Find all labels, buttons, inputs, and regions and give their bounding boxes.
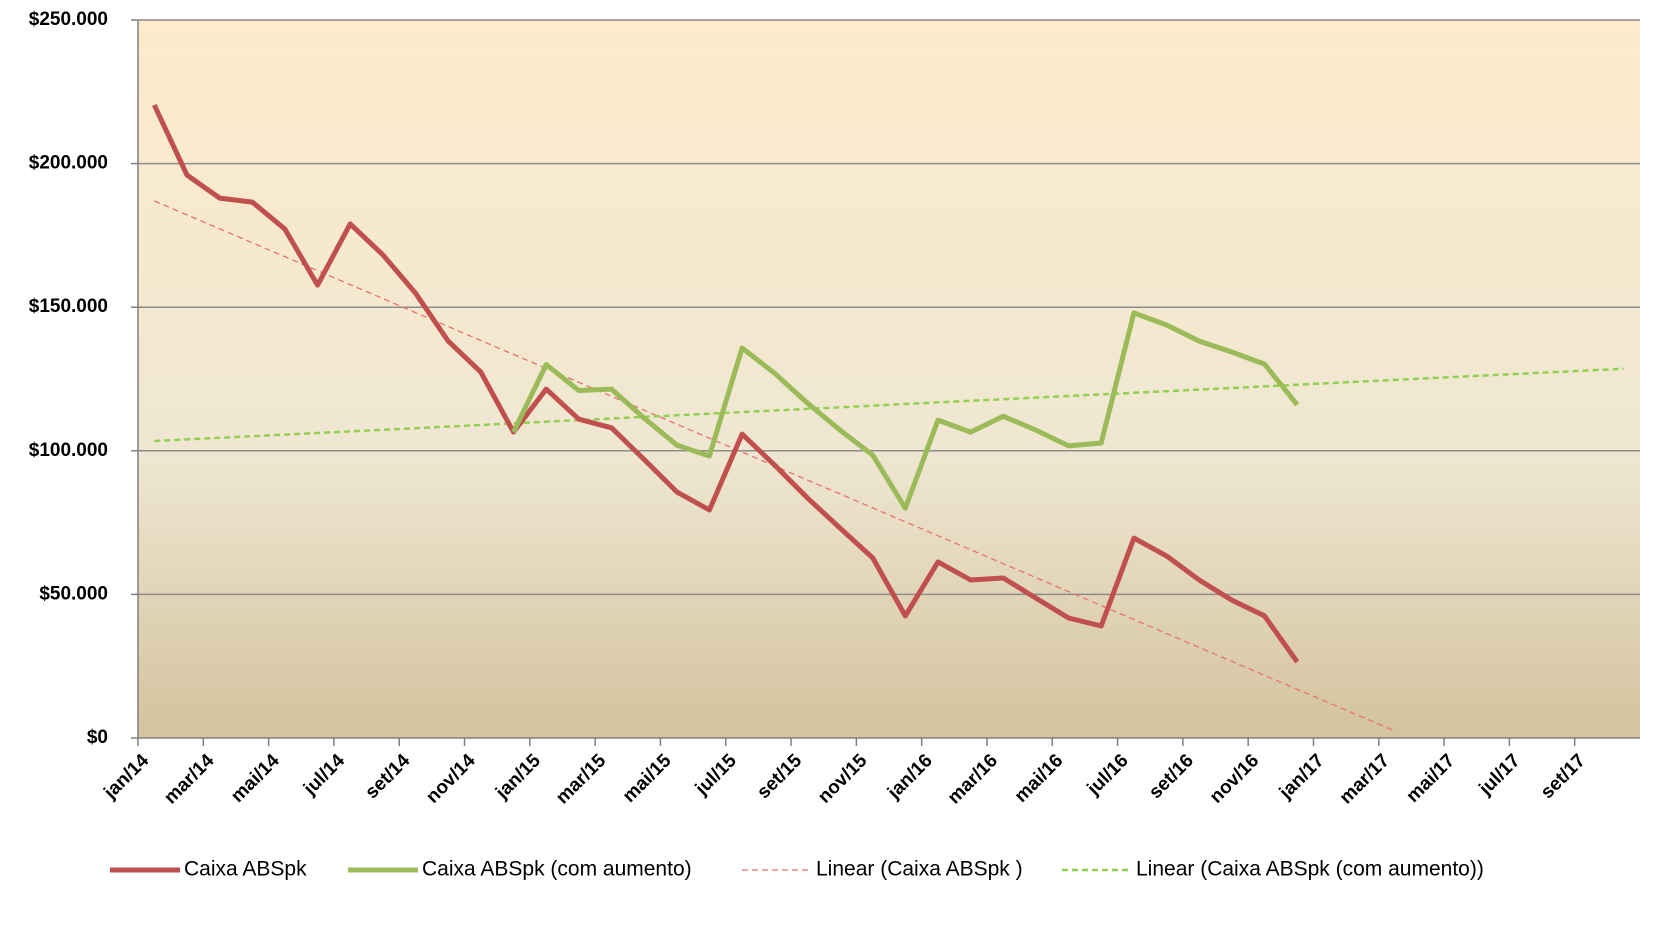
- x-tick-label: jan/16: [883, 750, 937, 804]
- series-line: [511, 310, 1300, 511]
- x-tick-label: jul/14: [299, 750, 349, 800]
- x-tick-label: mar/15: [552, 750, 610, 808]
- series-line: [154, 367, 1624, 443]
- x-tick-label: mar/17: [1336, 750, 1394, 808]
- y-tick-label: $50.000: [39, 583, 108, 604]
- x-tick-label: nov/16: [1206, 750, 1263, 807]
- x-tick-label: mar/14: [160, 750, 218, 808]
- y-tick-label: $200.000: [29, 153, 108, 174]
- x-tick-label: mar/16: [944, 750, 1002, 808]
- x-tick-label: jan/15: [491, 750, 545, 804]
- x-tick-label: jul/17: [1475, 750, 1525, 800]
- x-tick-label: set/17: [1537, 750, 1590, 803]
- x-tick-label: set/16: [1145, 750, 1198, 803]
- x-tick-label: nov/15: [814, 750, 872, 808]
- legend-label: Caixa ABSpk: [184, 858, 307, 881]
- plot-area: [138, 20, 1640, 738]
- x-tick-label: set/15: [753, 750, 806, 803]
- legend-label: Linear (Caixa ABSpk (com aumento)): [1136, 858, 1484, 881]
- legend-label: Caixa ABSpk (com aumento): [422, 858, 692, 881]
- y-tick-label: $250.000: [29, 9, 108, 30]
- y-tick-label: $150.000: [29, 296, 108, 317]
- x-tick-label: mai/16: [1011, 750, 1068, 807]
- y-tick-label: $100.000: [29, 440, 108, 461]
- x-tick-label: mai/15: [619, 750, 676, 807]
- x-tick-label: nov/14: [422, 750, 480, 808]
- x-tick-label: mai/17: [1402, 750, 1459, 807]
- x-tick-label: jul/15: [691, 750, 741, 800]
- x-tick-label: jan/17: [1275, 750, 1329, 804]
- x-tick-label: jul/16: [1083, 750, 1133, 800]
- x-tick-label: mai/14: [227, 750, 284, 807]
- y-tick-label: $0: [87, 727, 108, 748]
- series-line: [152, 103, 1300, 664]
- x-tick-label: set/14: [361, 750, 414, 803]
- x-tick-label: jan/14: [99, 750, 153, 804]
- legend-label: Linear (Caixa ABSpk ): [816, 858, 1023, 881]
